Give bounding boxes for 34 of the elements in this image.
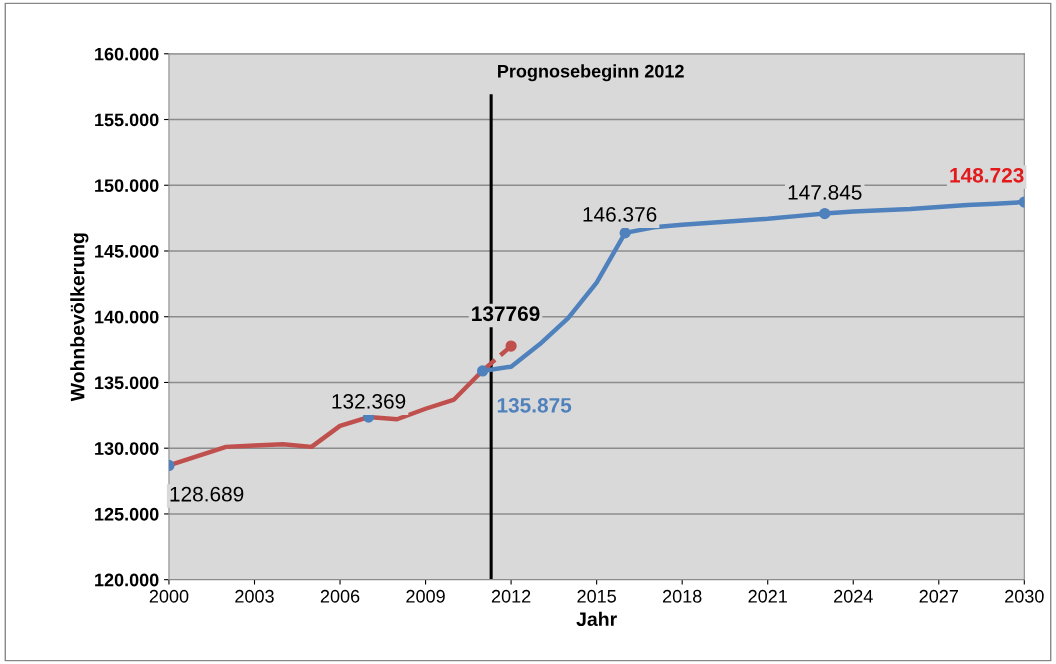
y-axis-title: Wohnbevölkerung [70,233,89,402]
x-tick-label: 2015 [577,589,616,603]
x-tick-label: 2003 [235,589,274,603]
y-tick-label: 140.000 [95,310,159,324]
y-tick-label: 150.000 [95,179,159,192]
annotation: 147.845 [788,184,862,200]
annotation: 128.689 [170,486,244,502]
y-tick-label: 145.000 [95,244,159,258]
x-tick-label: 2027 [919,589,958,603]
annotation: 132.369 [332,394,406,409]
y-tick-label: 135.000 [95,376,159,390]
point [619,227,631,239]
point [476,365,489,377]
x-tick-label: 2030 [1005,589,1044,603]
x-tick-label: 2012 [491,589,531,603]
annotation: 135.875 [497,397,572,413]
x-tick-label: 2018 [663,589,702,603]
y-tick-label: 155.000 [95,113,159,127]
x-axis-title: Jahr [576,611,617,627]
x-tick-label: 2000 [149,589,189,603]
x-tick-label: 2009 [406,589,445,603]
annotation: 137769 [472,306,540,322]
ref-line-label: Prognosebeginn 2012 [498,64,684,82]
y-tick-label: 120.000 [95,573,159,587]
x-tick-label: 2021 [748,589,787,603]
annotation: 148.723 [950,167,1024,183]
y-tick-label: 125.000 [95,507,159,521]
x-tick-label: 2024 [834,589,873,603]
annotation: 146.376 [583,207,657,222]
y-tick-label: 160.000 [95,47,159,61]
point [819,207,831,220]
point [505,340,517,352]
y-tick-label: 130.000 [95,442,159,455]
x-tick-label: 2006 [320,589,360,603]
